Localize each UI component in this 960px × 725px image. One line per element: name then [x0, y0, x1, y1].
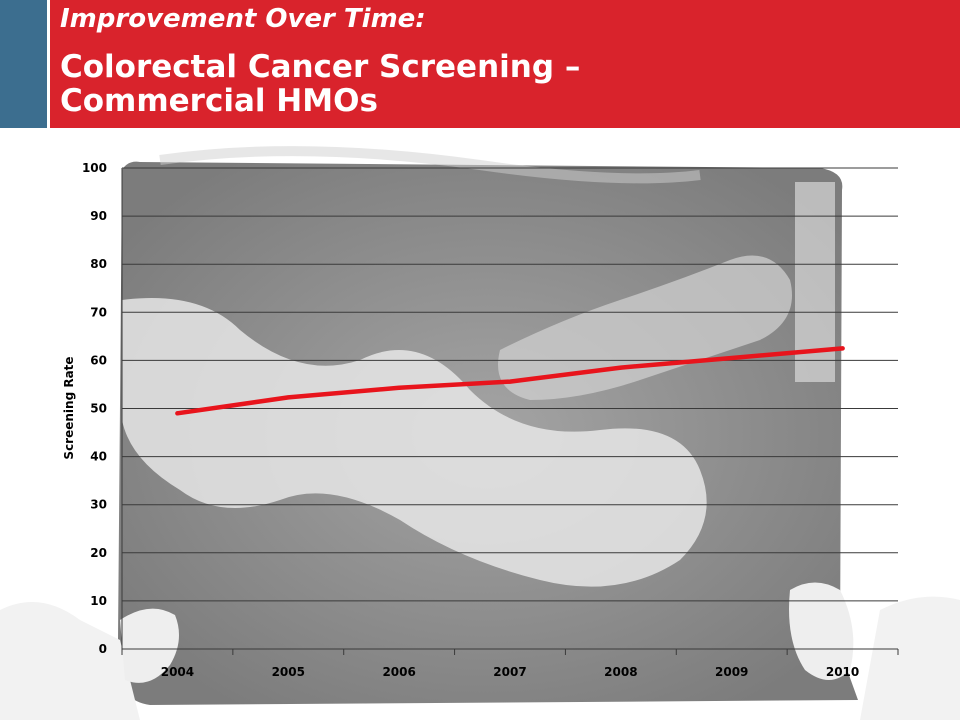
y-tick-label: 40: [90, 450, 107, 464]
chart-area: 0 10 20 30 40 50 60 70 80 90 100 2004 2005 2006 2007 2…: [0, 128, 960, 720]
x-tick-label: 2007: [493, 665, 526, 679]
data-point: [618, 365, 623, 370]
y-tick-label: 30: [90, 498, 107, 512]
slide-kicker: Improvement Over Time:: [60, 4, 426, 34]
y-tick-label: 70: [90, 305, 107, 319]
header-divider: [47, 0, 50, 128]
data-point: [729, 355, 734, 360]
y-axis-label: Screening Rate: [62, 356, 76, 459]
slide-title-line-2: Commercial HMOs: [60, 83, 378, 119]
data-point: [508, 379, 512, 384]
header-accent-bar: [0, 0, 47, 128]
y-tick-label: 50: [90, 402, 107, 416]
slide-title-line-1: Colorectal Cancer Screening –: [60, 49, 581, 85]
x-tick-label: 2004: [161, 665, 194, 679]
series-layer: [175, 346, 845, 416]
data-point: [840, 346, 845, 351]
y-tick-label: 80: [90, 257, 107, 271]
y-tick-label: 60: [90, 353, 107, 367]
x-tick-label: 2006: [382, 665, 415, 679]
header-bar: [0, 0, 960, 128]
gridlines: [122, 167, 898, 650]
y-tick-label: 90: [90, 209, 107, 223]
x-tick-labels: 2004 2005 2006 2007 2008 2009 2010: [161, 665, 860, 679]
x-tick-label: 2009: [715, 665, 748, 679]
x-tick-label: 2008: [604, 665, 637, 679]
data-point: [286, 395, 291, 400]
y-tick-label: 0: [99, 642, 107, 656]
data-point: [175, 411, 180, 416]
xray-background-image: [0, 146, 960, 720]
x-tick-label: 2010: [826, 665, 859, 679]
data-point: [397, 385, 402, 390]
y-tick-label: 20: [90, 546, 107, 560]
y-tick-label: 100: [82, 161, 107, 175]
x-tick-label: 2005: [272, 665, 305, 679]
slide-title: Colorectal Cancer Screening – Commercial…: [60, 50, 940, 118]
axes: [121, 168, 899, 655]
y-tick-labels: 0 10 20 30 40 50 60 70 80 90 100: [82, 161, 107, 656]
y-tick-label: 10: [90, 594, 107, 608]
